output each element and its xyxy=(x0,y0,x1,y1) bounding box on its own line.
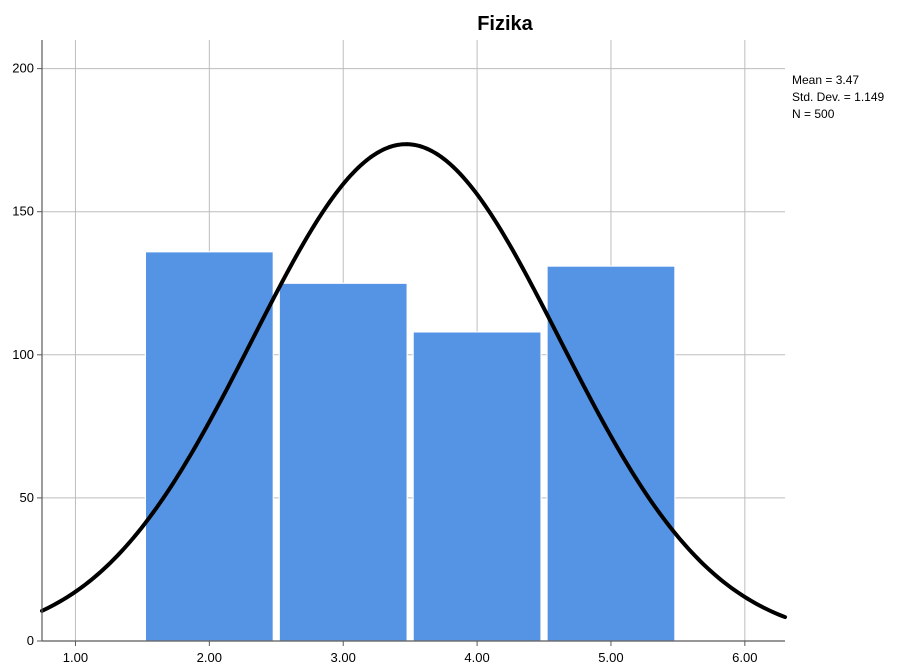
y-tick-label: 200 xyxy=(12,61,34,76)
histogram-bar xyxy=(278,282,408,642)
histogram-bar xyxy=(144,251,274,642)
curve-layer xyxy=(40,142,787,620)
y-tick-label: 100 xyxy=(12,347,34,362)
y-tick-label: 0 xyxy=(27,633,34,648)
labels-layer: 0 50 100 150 200 1.00 2.00 3.00 4.00 5.00 6.00 xyxy=(12,61,757,665)
n-label: N = 500 xyxy=(792,107,835,121)
x-tick-label: 3.00 xyxy=(331,650,356,665)
std-dev-label: Std. Dev. = 1.149 xyxy=(792,90,884,104)
x-tick-label: 1.00 xyxy=(63,650,88,665)
bars-layer xyxy=(144,251,676,642)
mean-label: Mean = 3.47 xyxy=(792,73,859,87)
y-tick-label: 150 xyxy=(12,204,34,219)
y-tick-label: 50 xyxy=(20,490,34,505)
x-tick-label: 5.00 xyxy=(598,650,623,665)
x-tick-label: 2.00 xyxy=(197,650,222,665)
chart-title: Fizika xyxy=(477,13,533,35)
x-tick-label: 4.00 xyxy=(464,650,489,665)
x-tick-label: 6.00 xyxy=(732,650,757,665)
normal-curve xyxy=(40,142,787,620)
stats-box: Mean = 3.47 Std. Dev. = 1.149 N = 500 xyxy=(792,73,884,121)
histogram-bar xyxy=(546,265,676,642)
histogram-bar xyxy=(412,331,542,642)
axes-layer xyxy=(37,40,785,646)
